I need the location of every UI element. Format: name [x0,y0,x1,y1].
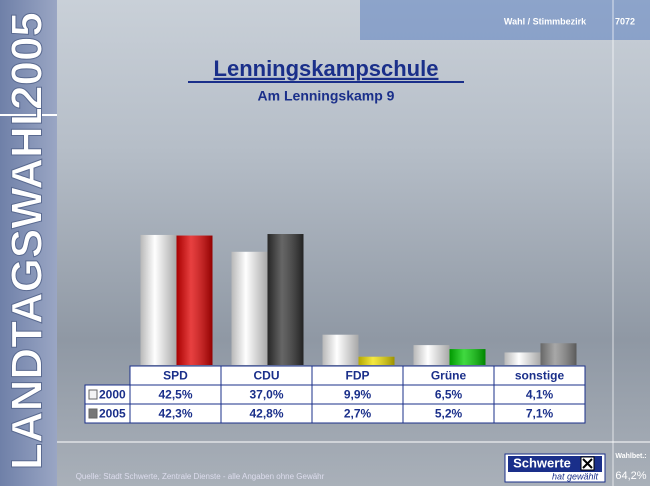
city: Schwerte [513,455,571,470]
slogan: hat gewählt [552,471,599,481]
value-label: 42,8% [249,407,283,421]
bar [414,345,450,365]
banner-label: Wahl / Stimmbezirk [504,16,587,26]
bar-shade [268,234,304,365]
bar [323,335,359,365]
value-label: 42,3% [158,407,192,421]
category-label: sonstige [515,369,565,383]
value-label: 7,1% [526,407,554,421]
value-label: 2,7% [344,407,372,421]
bar-shade [450,349,486,365]
value-label: 42,5% [158,388,192,402]
turnout: 64,2% [615,470,646,482]
legend-swatch [89,409,97,418]
source: Quelle: Stadt Schwerte, Zentrale Dienste… [76,472,325,481]
legend-swatch [89,390,97,399]
district: 7072 [615,16,635,26]
bar-shade [359,357,395,365]
turnout-label: Wahlbet.: [615,453,646,460]
bar [232,252,268,365]
category-label: FDP [346,369,370,383]
page: LANDTAGSWAHL 2005 Wahl / Stimmbezirk 707… [0,0,650,486]
subtitle: Am Lenningskamp 9 [258,88,395,104]
value-label: 37,0% [249,388,283,402]
category-label: SPD [163,369,188,383]
category-label: Grüne [431,369,467,383]
bar [505,352,541,365]
sidebar-year: 2005 [3,12,52,110]
bar-shade [541,343,577,365]
legend-label: 2000 [99,388,126,402]
sidebar-label: LANDTAGSWAHL [3,99,52,470]
title: Lenningskampschule [214,56,439,81]
value-label: 5,2% [435,407,463,421]
legend-label: 2005 [99,407,126,421]
bar [141,235,177,365]
bar-shade [177,236,213,365]
value-label: 9,9% [344,388,372,402]
category-label: CDU [254,369,280,383]
value-label: 6,5% [435,388,463,402]
value-label: 4,1% [526,388,554,402]
